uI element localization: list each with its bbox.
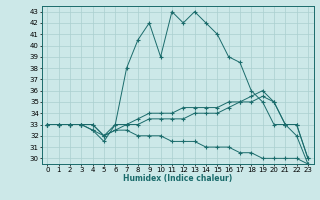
X-axis label: Humidex (Indice chaleur): Humidex (Indice chaleur) xyxy=(123,174,232,183)
